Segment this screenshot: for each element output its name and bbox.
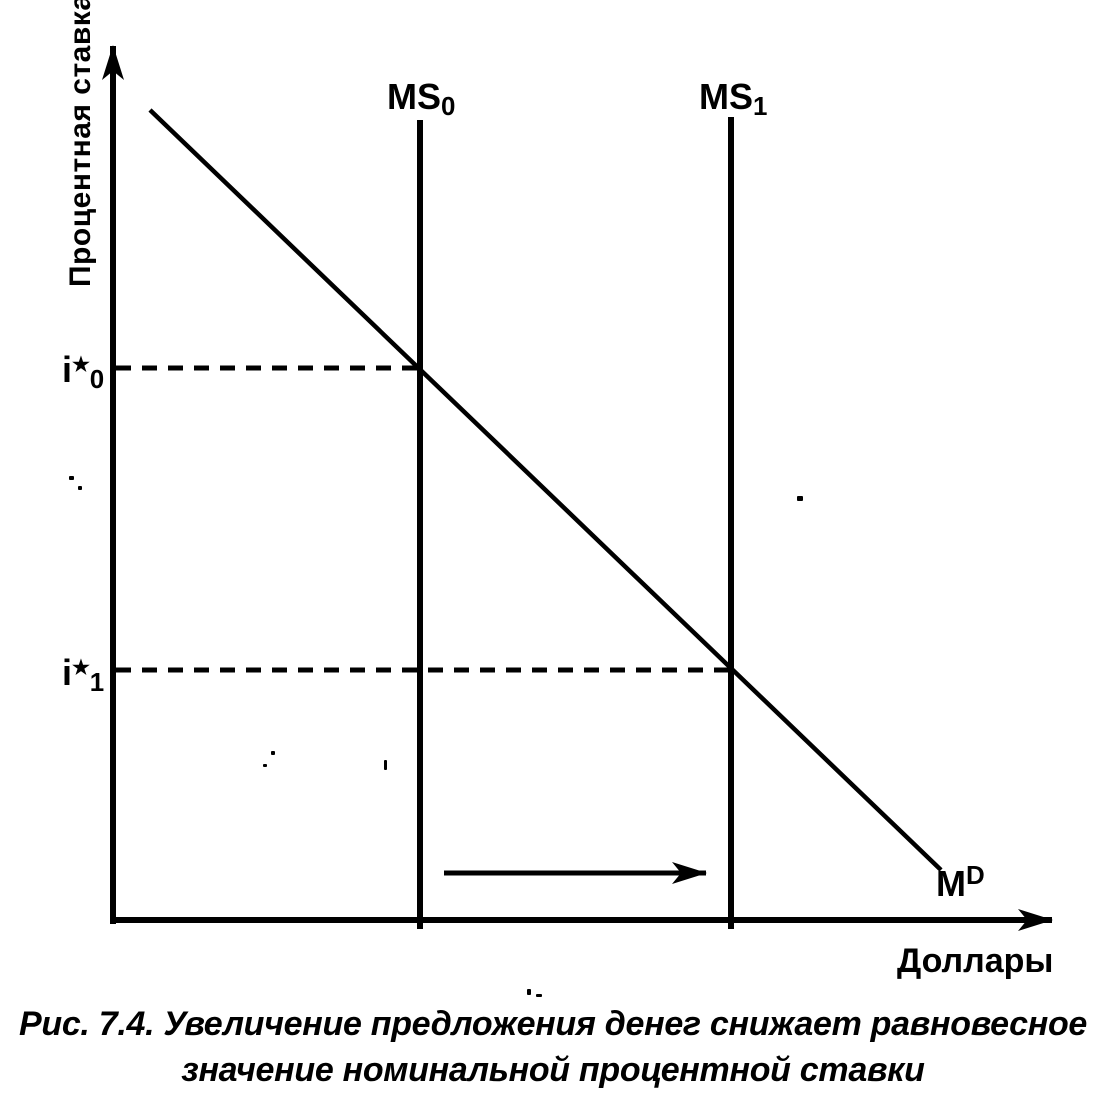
md-demand-label: MD [936, 863, 985, 904]
money-demand-line [148, 108, 943, 872]
scan-speck [78, 486, 82, 490]
ms0-label-base: MS [387, 76, 441, 117]
figure-caption-line1: Рис. 7.4. Увеличение предложения денег с… [18, 1005, 1088, 1043]
i0-label-subscript: 0 [89, 365, 105, 394]
x-axis-label: Доллары [897, 942, 1054, 980]
i0-label-star: ★ [72, 354, 90, 377]
scan-speck [271, 751, 275, 755]
i1-label-base: i [62, 652, 73, 693]
ms0-label: MS0 [387, 76, 455, 120]
scan-speck [527, 989, 531, 995]
scan-speck [263, 764, 267, 767]
i0-rate-label: i★0 [62, 349, 104, 393]
i1-label-subscript: 1 [89, 668, 105, 697]
scan-speck [536, 994, 542, 997]
scan-speck [69, 476, 74, 480]
md-label-base: M [936, 863, 966, 904]
ms1-label-base: MS [699, 76, 753, 117]
ms0-label-subscript: 0 [441, 92, 456, 121]
figure-caption-line2: значение номинальной процентной ставки [181, 1051, 925, 1089]
md-label-superscript: D [966, 862, 985, 891]
i1-label-star: ★ [72, 657, 90, 680]
y-axis-label: Процентная ставка [64, 0, 97, 287]
i1-rate-label: i★1 [62, 652, 104, 696]
scan-speck [797, 496, 803, 501]
i0-label-base: i [62, 349, 73, 390]
ms1-label: MS1 [699, 76, 767, 120]
scan-speck [384, 760, 387, 770]
ms1-label-subscript: 1 [753, 92, 768, 121]
